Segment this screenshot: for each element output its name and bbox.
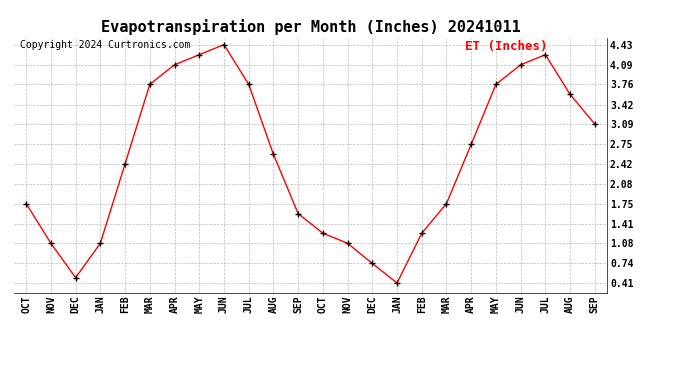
Title: Evapotranspiration per Month (Inches) 20241011: Evapotranspiration per Month (Inches) 20… [101,19,520,35]
Text: Copyright 2024 Curtronics.com: Copyright 2024 Curtronics.com [20,40,190,50]
Text: ET (Inches): ET (Inches) [465,40,547,53]
